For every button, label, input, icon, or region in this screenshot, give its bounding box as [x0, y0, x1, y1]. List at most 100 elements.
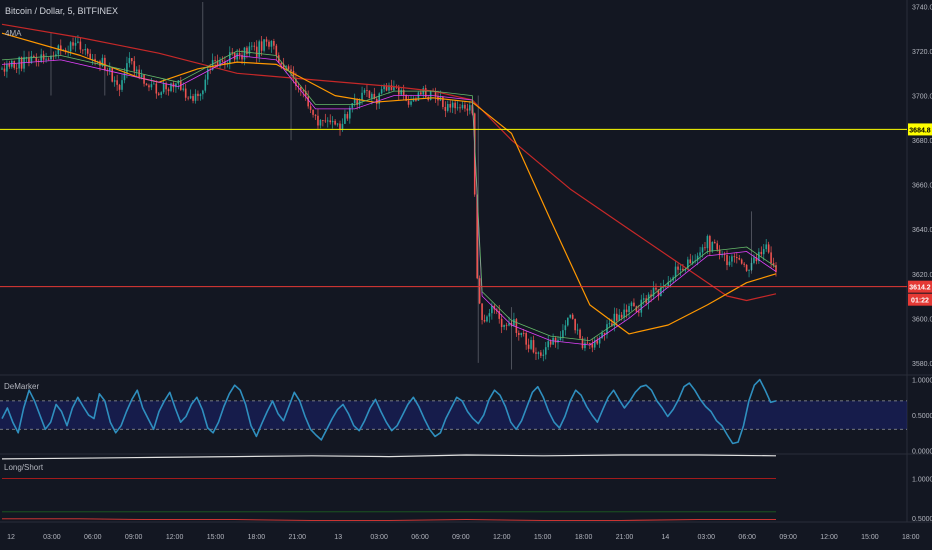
candle-body — [187, 97, 189, 99]
time-tick-label: 18:00 — [575, 534, 593, 541]
price-axis[interactable]: 3740.0 3720.0 3700.0 3680.0 3660.0 3640.0 3620… — [912, 4, 932, 523]
candle-body — [314, 114, 317, 116]
candle-body — [633, 302, 635, 307]
candle-body — [344, 114, 346, 124]
price-tick-label: 3580.0 — [912, 361, 932, 368]
candle-body — [319, 120, 322, 126]
horizontal-lines-layer[interactable]: 3684.8 3614.2 01:22 — [0, 123, 932, 306]
indicator-label-4ma[interactable]: 4MA — [5, 29, 22, 38]
candle-body — [371, 93, 373, 99]
candle-body — [1, 68, 3, 70]
candle-body — [238, 53, 241, 55]
candle-body — [530, 340, 532, 349]
candle-body — [535, 352, 537, 354]
candle-body — [640, 299, 643, 313]
candle-body — [471, 105, 474, 114]
candle-body — [454, 102, 456, 109]
candle-body — [373, 93, 376, 99]
candle-body — [687, 259, 689, 270]
candle-body — [155, 83, 158, 94]
time-tick-label: 21:00 — [616, 534, 634, 541]
time-tick-label: 09:00 — [125, 534, 143, 541]
candle-body — [86, 48, 89, 54]
candle-body — [706, 236, 709, 249]
time-tick-label: 06:00 — [84, 534, 102, 541]
time-tick-label: 03:00 — [698, 534, 716, 541]
candle-body — [652, 287, 655, 297]
candle-body — [326, 120, 329, 122]
candle-body — [292, 70, 295, 79]
candle-body — [126, 63, 128, 74]
candle-body — [30, 56, 33, 64]
price-tick-label: 3720.0 — [912, 49, 932, 56]
candle-body — [111, 67, 114, 82]
candle-body — [255, 46, 258, 57]
grid-layer — [0, 0, 932, 523]
price-badge-label: 3614.2 — [909, 285, 931, 292]
candle-body — [755, 257, 758, 262]
long-short-label[interactable]: Long/Short — [4, 463, 44, 472]
candle-body — [723, 254, 726, 256]
candle-body — [297, 86, 300, 87]
ma-line-2 — [1, 55, 777, 346]
candle-body — [459, 107, 461, 109]
candle-body — [498, 311, 501, 319]
candle-body — [135, 69, 138, 72]
candle-body — [503, 324, 505, 327]
candle-body — [677, 266, 679, 270]
candle-body — [189, 96, 192, 99]
candle-body — [615, 313, 618, 321]
demarker-pane — [0, 378, 907, 445]
candle-body — [260, 41, 263, 51]
demarker-label[interactable]: DeMarker — [4, 382, 39, 391]
candle-body — [449, 104, 452, 108]
candle-body — [162, 83, 165, 93]
candle-body — [483, 319, 486, 322]
candle-body — [182, 88, 185, 90]
candle-body — [709, 236, 711, 252]
candle-body — [400, 90, 403, 95]
candle-body — [224, 61, 226, 65]
candle-body — [194, 93, 197, 101]
candle-body — [331, 120, 334, 123]
candle-body — [767, 244, 770, 253]
candle-body — [167, 89, 170, 92]
candle-body — [57, 45, 60, 55]
candle-body — [461, 104, 464, 109]
candle-body — [420, 92, 422, 95]
candle-body — [537, 352, 540, 354]
candle-body — [446, 104, 449, 111]
candle-body — [738, 258, 741, 260]
candle-body — [378, 93, 381, 104]
candle-body — [736, 256, 738, 259]
candle-body — [390, 85, 393, 91]
candle-body — [402, 90, 405, 95]
candle-body — [131, 58, 133, 62]
time-axis[interactable]: 12 03:00 06:00 09:00 12:00 15:00 18:00 21:00 13 0… — [7, 534, 920, 541]
candle-body — [47, 58, 50, 60]
candle-body — [630, 302, 633, 307]
candle-body — [581, 338, 584, 349]
candle-body — [25, 57, 28, 58]
candle-body — [540, 352, 542, 356]
candle-body — [295, 78, 297, 87]
candle-body — [118, 84, 121, 90]
candle-body — [442, 96, 444, 107]
candle-body — [593, 340, 596, 348]
candle-body — [393, 86, 395, 91]
candle-body — [74, 42, 77, 46]
candle-body — [518, 332, 520, 336]
demarker-tick-label: 1.0000 — [912, 378, 932, 385]
time-tick-label: 12:00 — [166, 534, 184, 541]
candle-body — [679, 268, 682, 270]
candle-body — [77, 41, 79, 43]
candle-body — [351, 103, 354, 108]
candle-body — [574, 318, 576, 331]
time-tick-label: 06:00 — [411, 534, 429, 541]
candle-body — [456, 107, 459, 109]
candle-body — [40, 54, 42, 62]
candle-body — [684, 269, 687, 271]
candle-body — [603, 332, 606, 335]
